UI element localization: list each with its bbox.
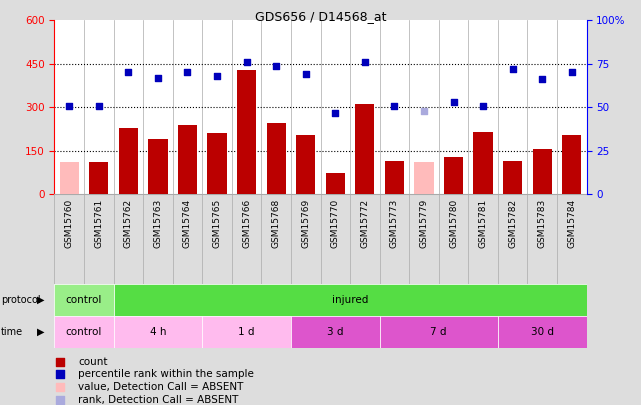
Point	[54, 384, 65, 390]
Bar	[296, 135, 315, 194]
Bar	[414, 162, 433, 194]
Bar	[533, 149, 552, 194]
Text: count: count	[78, 357, 108, 367]
Point	[330, 109, 340, 116]
Text: GSM15763: GSM15763	[153, 199, 162, 248]
Point	[478, 102, 488, 109]
Bar	[237, 70, 256, 194]
Text: GSM15764: GSM15764	[183, 199, 192, 248]
Text: control: control	[66, 295, 102, 305]
Text: rank, Detection Call = ABSENT: rank, Detection Call = ABSENT	[78, 395, 239, 405]
Text: GSM15770: GSM15770	[331, 199, 340, 248]
Point	[419, 108, 429, 114]
Text: time: time	[1, 327, 23, 337]
Bar	[562, 135, 581, 194]
Text: GSM15765: GSM15765	[213, 199, 222, 248]
Text: injured: injured	[332, 295, 368, 305]
Text: GSM15761: GSM15761	[94, 199, 103, 248]
Text: GSM15772: GSM15772	[360, 199, 369, 248]
Bar	[267, 123, 286, 194]
Bar	[208, 134, 227, 194]
Text: control: control	[66, 327, 102, 337]
Text: 3 d: 3 d	[327, 327, 344, 337]
Text: percentile rank within the sample: percentile rank within the sample	[78, 369, 254, 379]
Bar	[113, 316, 203, 348]
Text: GSM15760: GSM15760	[65, 199, 74, 248]
Text: 7 d: 7 d	[431, 327, 447, 337]
Text: GSM15773: GSM15773	[390, 199, 399, 248]
Bar	[54, 316, 113, 348]
Point	[123, 69, 133, 76]
Point	[54, 371, 65, 378]
Text: GSM15784: GSM15784	[567, 199, 576, 248]
Bar	[54, 284, 113, 316]
Bar	[355, 104, 374, 194]
Text: GSM15762: GSM15762	[124, 199, 133, 248]
Text: GSM15779: GSM15779	[419, 199, 428, 248]
Text: GSM15766: GSM15766	[242, 199, 251, 248]
Bar	[89, 162, 108, 194]
Point	[389, 102, 399, 109]
Text: GSM15780: GSM15780	[449, 199, 458, 248]
Point	[64, 102, 74, 109]
Text: ▶: ▶	[37, 327, 45, 337]
Point	[448, 99, 458, 105]
Point	[567, 69, 577, 76]
Bar	[326, 173, 345, 194]
Point	[271, 62, 281, 69]
Text: value, Detection Call = ABSENT: value, Detection Call = ABSENT	[78, 382, 244, 392]
Bar	[113, 284, 587, 316]
Point	[153, 75, 163, 81]
Bar	[203, 316, 291, 348]
Point	[508, 66, 518, 72]
Bar	[503, 161, 522, 194]
Text: GSM15769: GSM15769	[301, 199, 310, 248]
Text: 4 h: 4 h	[150, 327, 166, 337]
Bar	[148, 139, 167, 194]
Point	[94, 102, 104, 109]
Bar	[385, 161, 404, 194]
Text: 1 d: 1 d	[238, 327, 255, 337]
Bar	[379, 316, 498, 348]
Bar	[444, 157, 463, 194]
Text: protocol: protocol	[1, 295, 40, 305]
Point	[242, 59, 252, 65]
Bar	[291, 316, 379, 348]
Point	[183, 69, 193, 76]
Point	[301, 71, 311, 77]
Point	[360, 59, 370, 65]
Point	[212, 73, 222, 79]
Bar	[60, 162, 79, 194]
Text: GSM15768: GSM15768	[272, 199, 281, 248]
Text: GSM15783: GSM15783	[538, 199, 547, 248]
Point	[537, 76, 547, 83]
Text: 30 d: 30 d	[531, 327, 554, 337]
Point	[54, 396, 65, 403]
Text: ▶: ▶	[37, 295, 45, 305]
Bar	[498, 316, 587, 348]
Bar	[474, 132, 493, 194]
Text: GSM15781: GSM15781	[479, 199, 488, 248]
Text: GDS656 / D14568_at: GDS656 / D14568_at	[254, 10, 387, 23]
Point	[54, 358, 65, 365]
Bar	[178, 125, 197, 194]
Bar	[119, 128, 138, 194]
Text: GSM15782: GSM15782	[508, 199, 517, 248]
